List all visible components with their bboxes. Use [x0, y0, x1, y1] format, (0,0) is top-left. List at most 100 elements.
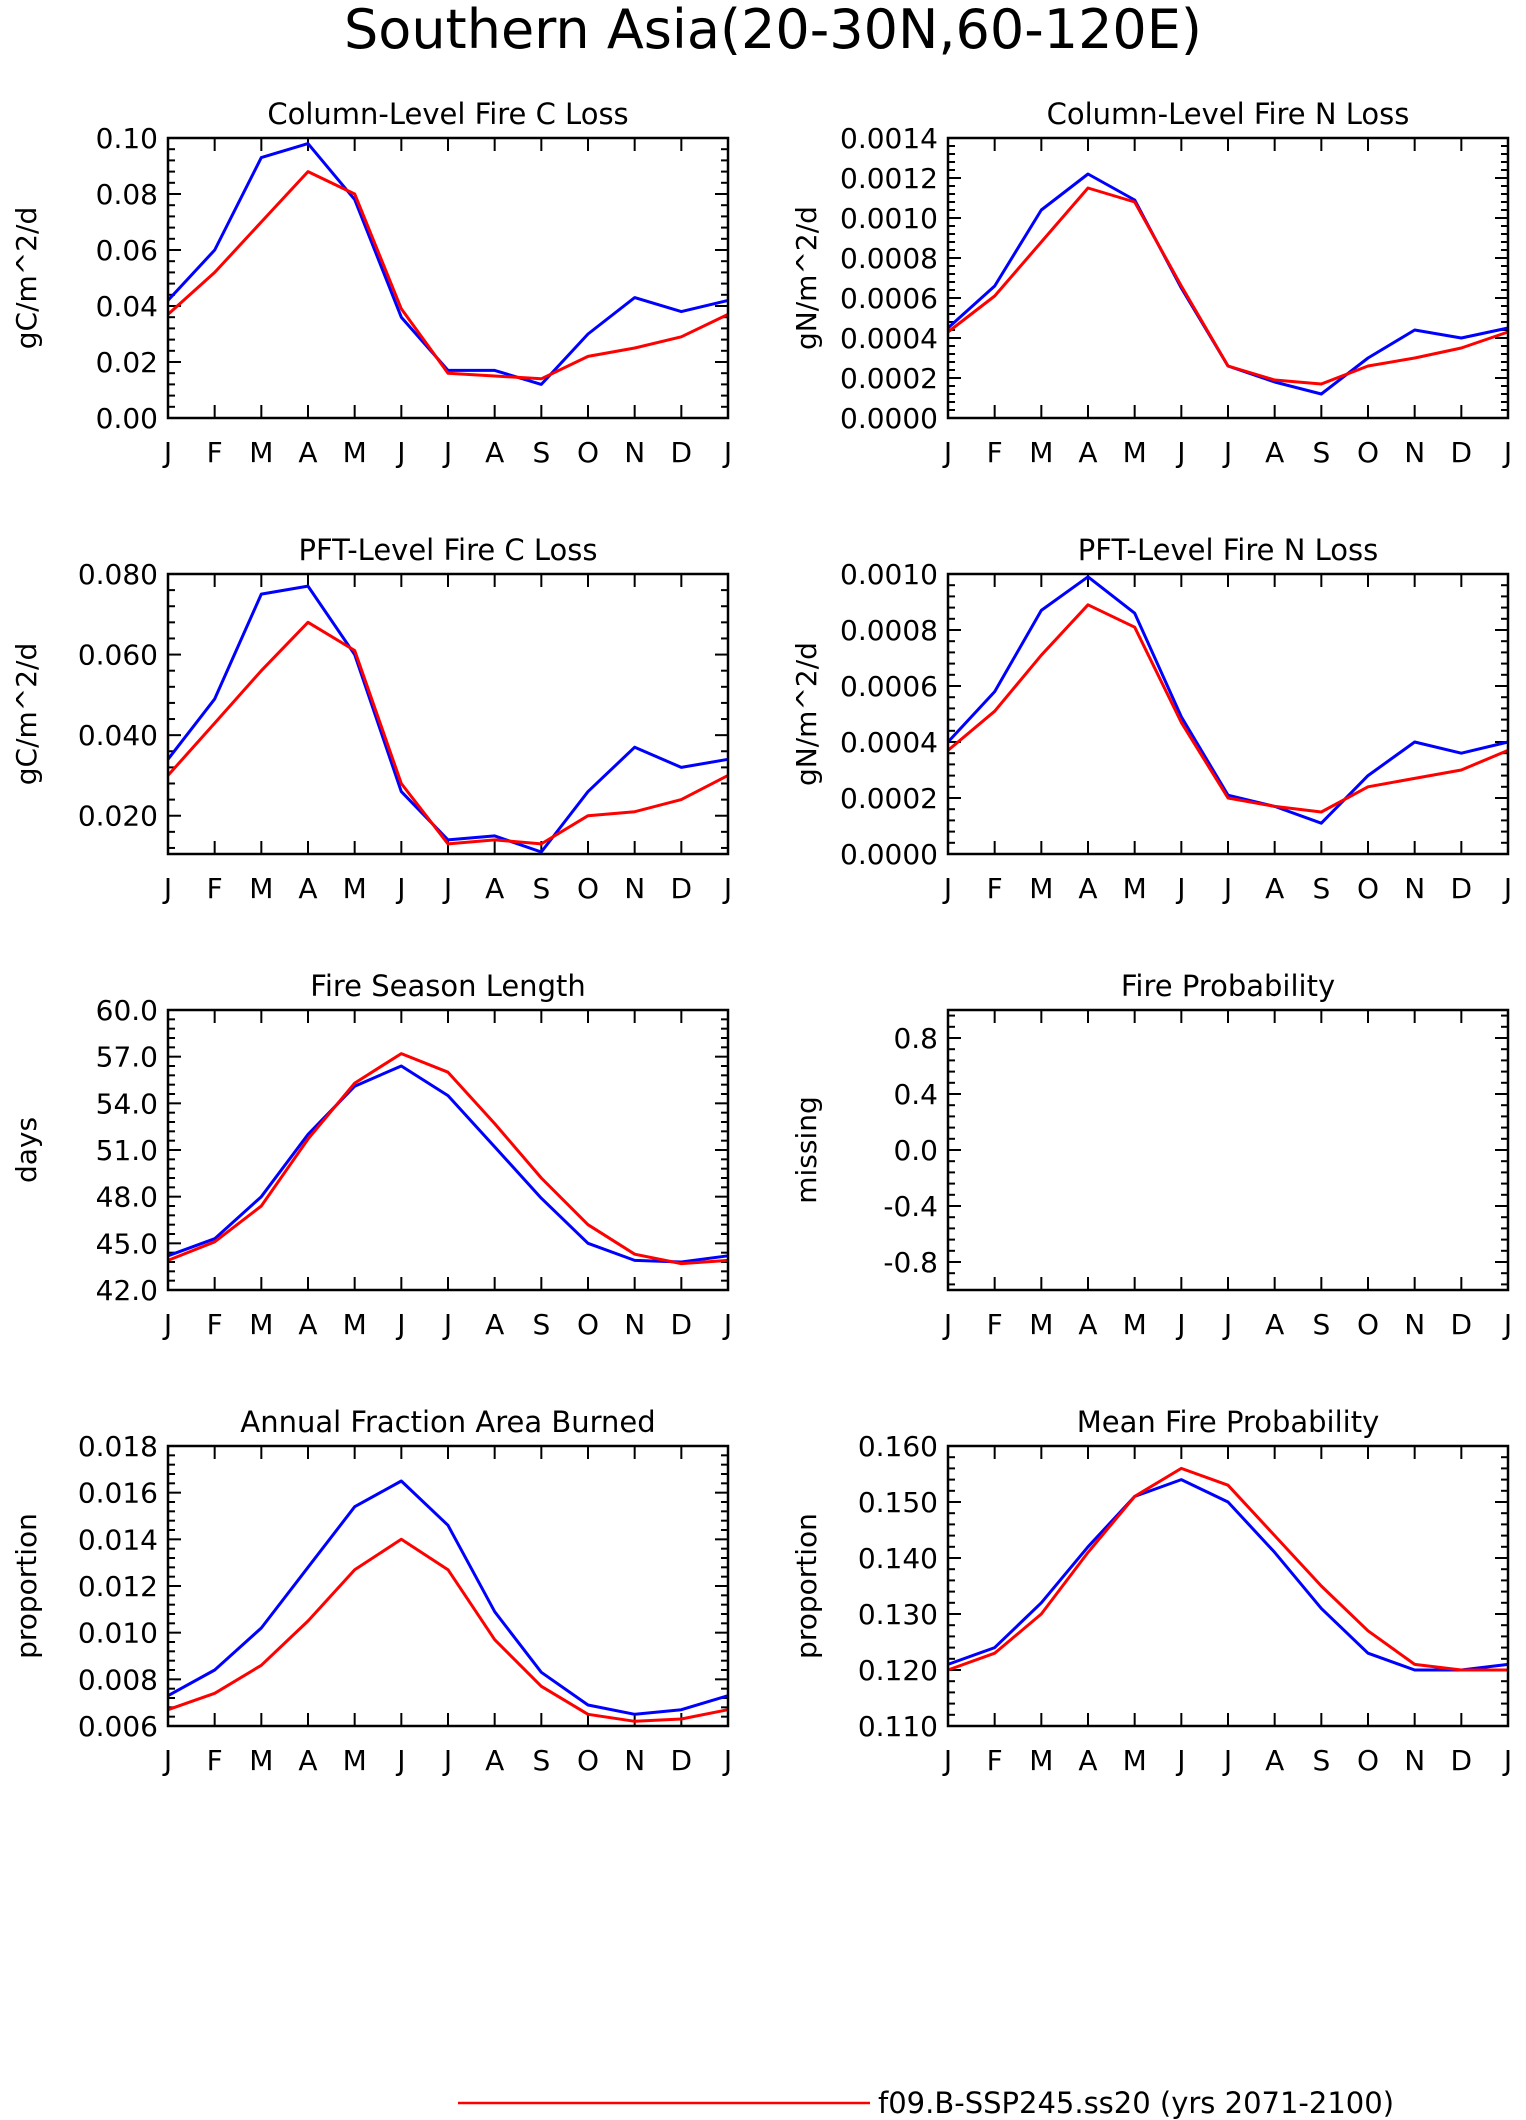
panel-column-level-fire-n-loss: Column-Level Fire N Loss gN/m^2/d 0.0000 0.… — [790, 97, 1512, 469]
plot-frame — [166, 1008, 730, 1292]
y-tick-label: 0.0012 — [840, 162, 938, 195]
x-tick-label: O — [577, 872, 599, 905]
y-tick-label: 0.160 — [858, 1430, 938, 1463]
x-tick-label: N — [1404, 872, 1425, 905]
x-tick-label: O — [577, 1744, 599, 1777]
x-tick-label: A — [1078, 1744, 1097, 1777]
y-axis-label: missing — [790, 1096, 823, 1204]
panel-title: PFT-Level Fire C Loss — [299, 533, 598, 567]
x-tick-label: A — [298, 872, 317, 905]
x-tick-label: A — [485, 1308, 504, 1341]
x-tick-label: J — [722, 1308, 732, 1341]
x-tick-label: D — [1451, 1308, 1473, 1341]
y-tick-label: 0.0010 — [840, 202, 938, 235]
x-tick-label: M — [343, 1308, 367, 1341]
y-tick-label: 0.140 — [858, 1542, 938, 1575]
x-tick-label: M — [249, 1308, 273, 1341]
plot-frame — [166, 1444, 730, 1728]
x-tick-label: M — [1029, 872, 1053, 905]
x-tick-label: A — [1078, 1308, 1097, 1341]
y-tick-label: 0.0006 — [840, 282, 938, 315]
x-tick-label: J — [942, 1308, 952, 1341]
y-tick-label: 0.080 — [78, 558, 158, 591]
series-line-red — [167, 1052, 729, 1266]
x-tick-label: F — [987, 1308, 1003, 1341]
legend: f09.B-SSP245.ss20 (yrs 2071-2100) — [458, 2086, 1394, 2120]
x-tick-label: S — [1312, 872, 1330, 905]
x-tick-label: N — [1404, 1744, 1425, 1777]
x-tick-label: A — [298, 1308, 317, 1341]
panel-annual-fraction-area-burned: Annual Fraction Area Burned proportion 0.0… — [10, 1405, 732, 1777]
x-tick-label: J — [395, 872, 405, 905]
y-tick-label: 0.10 — [96, 122, 158, 155]
series-line-blue — [167, 1064, 729, 1264]
y-tick-label: 0.018 — [78, 1430, 158, 1463]
x-tick-label: A — [1265, 436, 1284, 469]
x-tick-label: D — [671, 1308, 693, 1341]
x-tick-label: J — [1222, 436, 1232, 469]
x-tick-label: M — [1123, 436, 1147, 469]
y-tick-label: 0.010 — [78, 1617, 158, 1650]
x-tick-label: M — [1029, 436, 1053, 469]
y-tick-label: 54.0 — [96, 1087, 158, 1120]
x-tick-label: M — [343, 436, 367, 469]
x-tick-label: J — [1502, 436, 1512, 469]
panel-title: Column-Level Fire C Loss — [267, 97, 628, 131]
x-tick-label: J — [162, 872, 172, 905]
x-tick-label: J — [442, 1744, 452, 1777]
y-tick-label: 0.0000 — [840, 838, 938, 871]
x-tick-label: A — [485, 872, 504, 905]
x-tick-label: O — [1357, 436, 1379, 469]
x-tick-label: J — [442, 872, 452, 905]
y-tick-label: 0.012 — [78, 1570, 158, 1603]
x-tick-label: J — [1222, 1308, 1232, 1341]
y-tick-label: 0.008 — [78, 1663, 158, 1696]
panel-pft-level-fire-c-loss: PFT-Level Fire C Loss gC/m^2/d 0.020 0.040 0… — [10, 533, 732, 905]
x-tick-label: N — [1404, 436, 1425, 469]
panel-fire-probability: Fire Probability missing -0.8 -0.4 0.0 0.4 0.8… — [790, 969, 1512, 1341]
x-tick-label: D — [671, 436, 693, 469]
y-tick-label: 0.0008 — [840, 614, 938, 647]
x-tick-label: J — [162, 1744, 172, 1777]
main-title: Southern Asia(20-30N,60-120E) — [344, 0, 1202, 61]
y-tick-label: 0.0008 — [840, 242, 938, 275]
plot-frame — [166, 572, 730, 856]
series-line-red — [947, 1466, 1508, 1672]
x-tick-label: D — [671, 872, 693, 905]
legend-label: f09.B-SSP245.ss20 (yrs 2071-2100) — [878, 2086, 1394, 2120]
x-tick-label: A — [1265, 1744, 1284, 1777]
series-line-blue — [166, 142, 729, 386]
x-tick-label: J — [395, 1308, 405, 1341]
series-line-blue — [946, 172, 1509, 396]
x-tick-label: J — [722, 436, 732, 469]
x-tick-label: M — [1123, 1744, 1147, 1777]
y-tick-label: 45.0 — [96, 1227, 158, 1260]
y-tick-label: 57.0 — [96, 1041, 158, 1074]
y-tick-label: 42.0 — [96, 1274, 158, 1307]
x-tick-label: N — [1404, 1308, 1425, 1341]
y-axis-label: gN/m^2/d — [790, 206, 823, 350]
y-tick-label: 0.0004 — [840, 726, 938, 759]
x-tick-label: N — [624, 872, 645, 905]
x-tick-label: J — [162, 1308, 172, 1341]
x-tick-label: J — [162, 436, 172, 469]
y-axis-label: gC/m^2/d — [10, 207, 43, 350]
panel-title: Fire Season Length — [310, 969, 585, 1003]
x-tick-label: J — [1175, 1744, 1185, 1777]
y-tick-label: 0.014 — [78, 1523, 158, 1556]
x-tick-label: F — [987, 436, 1003, 469]
panel-pft-level-fire-n-loss: PFT-Level Fire N Loss gN/m^2/d 0.0000 0.000… — [790, 533, 1512, 905]
y-tick-label: 0.040 — [78, 719, 158, 752]
x-tick-label: M — [1123, 872, 1147, 905]
x-tick-label: J — [1175, 1308, 1185, 1341]
x-tick-label: M — [1029, 1744, 1053, 1777]
series-line-red — [166, 170, 729, 381]
y-axis-label: proportion — [790, 1513, 823, 1659]
x-tick-label: J — [1175, 872, 1185, 905]
series-line-red — [167, 1537, 729, 1723]
panel-fire-season-length: Fire Season Length days 42.0 45.0 48.0 51.0 54… — [10, 969, 732, 1341]
x-tick-label: N — [624, 436, 645, 469]
x-tick-label: M — [249, 872, 273, 905]
y-tick-label: 0.120 — [858, 1654, 938, 1687]
